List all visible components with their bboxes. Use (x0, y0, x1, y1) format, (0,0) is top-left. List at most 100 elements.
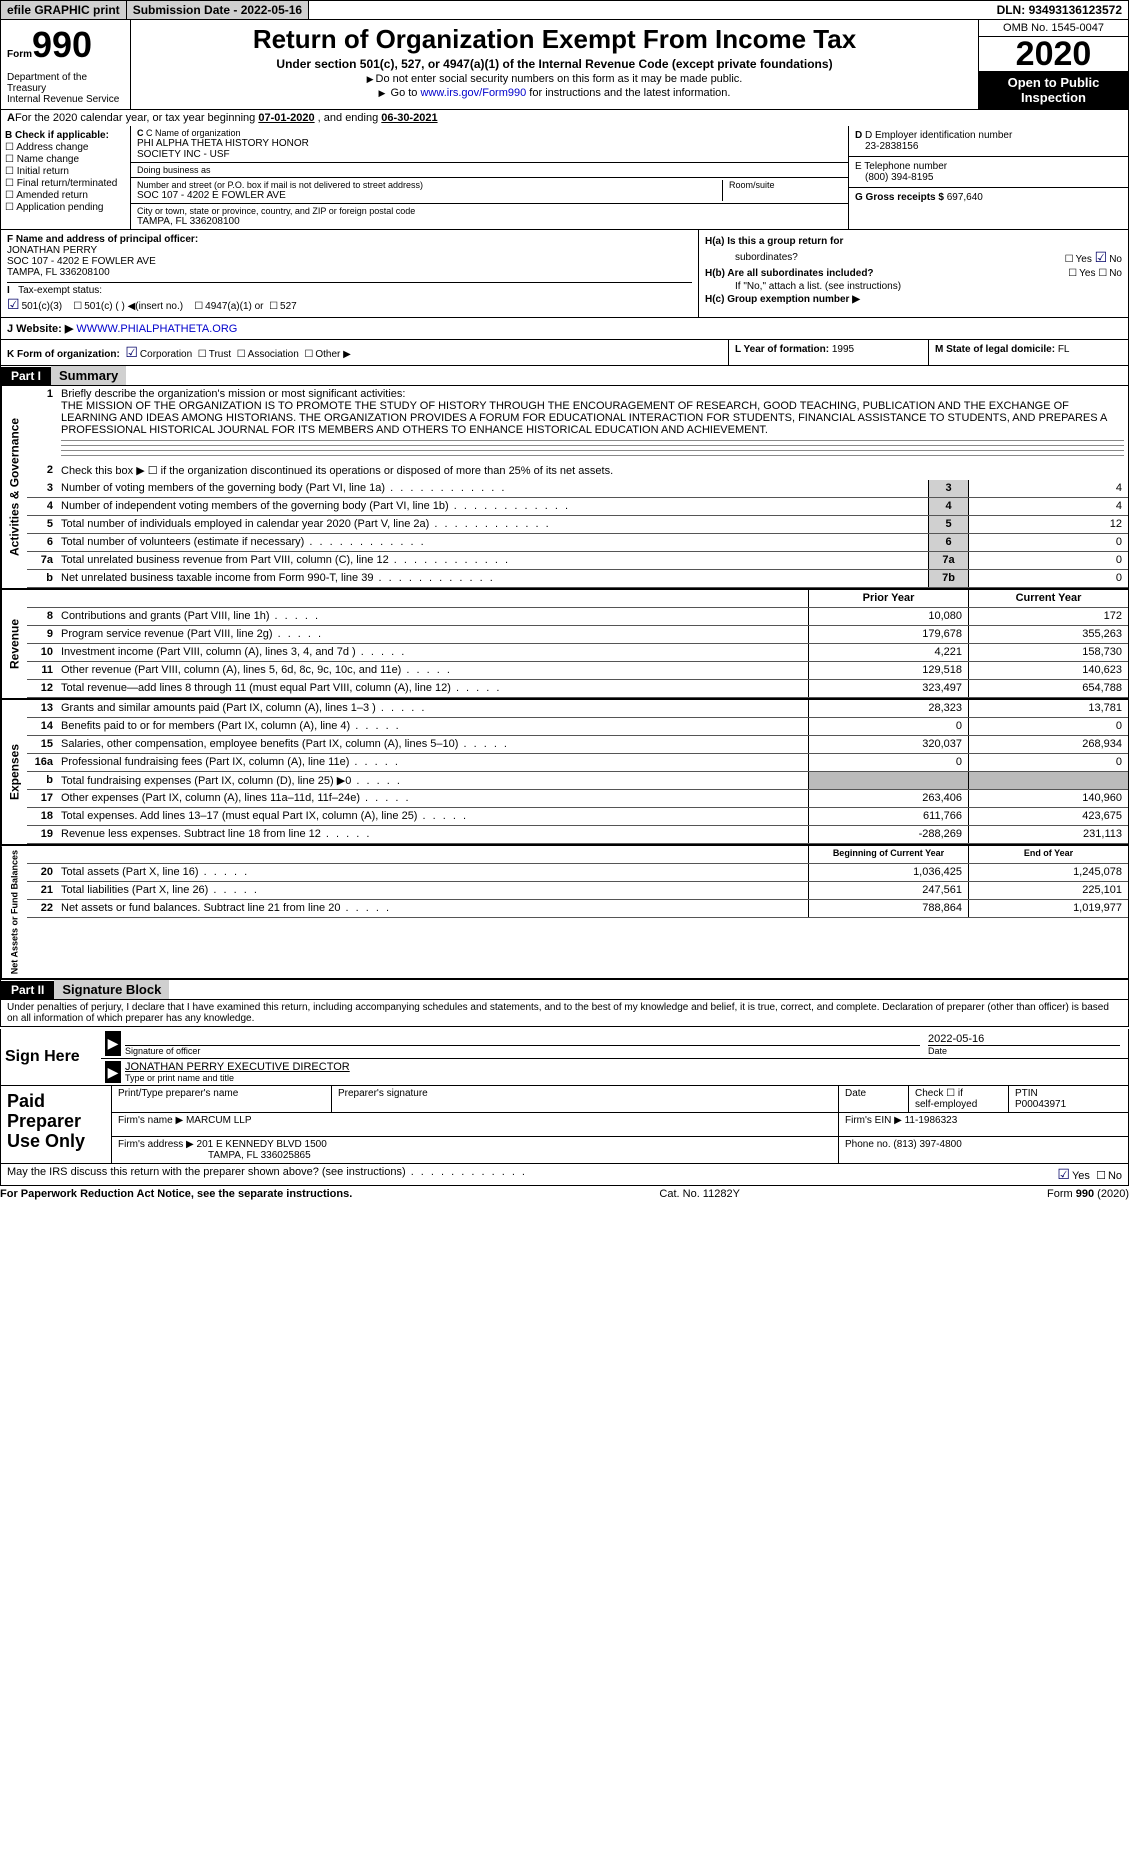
table-row: 7a Total unrelated business revenue from… (27, 552, 1128, 570)
submission-date: Submission Date - 2022-05-16 (127, 1, 309, 19)
officer-name-title: JONATHAN PERRY EXECUTIVE DIRECTOR (125, 1061, 1120, 1073)
table-row: 15 Salaries, other compensation, employe… (27, 736, 1128, 754)
sign-arrow-icon: ▶ (105, 1061, 121, 1083)
chk-501c[interactable]: 501(c) ( ) ◀(insert no.) (73, 301, 183, 312)
firm-phone: (813) 397-4800 (893, 1139, 961, 1150)
revenue-section: Revenue Prior Year Current Year 8 Contri… (0, 588, 1129, 698)
table-row: 16a Professional fundraising fees (Part … (27, 754, 1128, 772)
chk-trust[interactable]: Trust (198, 349, 231, 360)
footer: For Paperwork Reduction Act Notice, see … (0, 1186, 1129, 1202)
firm-name: MARCUM LLP (186, 1115, 252, 1126)
table-row: 19 Revenue less expenses. Subtract line … (27, 826, 1128, 844)
table-row: 13 Grants and similar amounts paid (Part… (27, 700, 1128, 718)
table-row: 5 Total number of individuals employed i… (27, 516, 1128, 534)
row-i-label: I Tax-exempt status: (7, 285, 102, 296)
dept-label: Department of the Treasury Internal Reve… (7, 72, 124, 105)
paid-preparer-block: Paid Preparer Use Only Print/Type prepar… (0, 1086, 1129, 1164)
street: SOC 107 - 4202 E FOWLER AVE (137, 190, 722, 201)
phone: (800) 394-8195 (855, 172, 933, 183)
form-header: Form990 Department of the Treasury Inter… (0, 20, 1129, 110)
line-a-tax-year: AFor the 2020 calendar year, or tax year… (0, 110, 1129, 126)
sign-arrow-icon: ▶ (105, 1031, 121, 1056)
header-bar: efile GRAPHIC print Submission Date - 20… (0, 0, 1129, 20)
discuss-yes[interactable]: Yes (1057, 1170, 1090, 1182)
table-row: 9 Program service revenue (Part VIII, li… (27, 626, 1128, 644)
website-link[interactable]: WWWW.PHIALPHATHETA.ORG (76, 323, 237, 335)
table-row: 10 Investment income (Part VIII, column … (27, 644, 1128, 662)
officer-name: JONATHAN PERRY (7, 245, 97, 256)
activities-governance-section: Activities & Governance 1 Briefly descri… (0, 386, 1129, 588)
form-title-box: Return of Organization Exempt From Incom… (131, 20, 978, 109)
table-row: 6 Total number of volunteers (estimate i… (27, 534, 1128, 552)
table-row: 4 Number of independent voting members o… (27, 498, 1128, 516)
year-box: OMB No. 1545-0047 2020 Open to Public In… (978, 20, 1128, 109)
hb-yes[interactable]: Yes (1068, 268, 1095, 279)
table-row: 21 Total liabilities (Part X, line 26) 2… (27, 882, 1128, 900)
table-row: 20 Total assets (Part X, line 16) 1,036,… (27, 864, 1128, 882)
sign-here-block: Sign Here ▶ Signature of officer 2022-05… (0, 1029, 1129, 1086)
col-de: D D Employer identification number 23-28… (848, 126, 1128, 229)
chk-name-change[interactable]: Name change (5, 154, 126, 165)
principal-officer: F Name and address of principal officer:… (1, 230, 698, 317)
table-row: 22 Net assets or fund balances. Subtract… (27, 900, 1128, 918)
col-c-org-info: C C Name of organization PHI ALPHA THETA… (131, 126, 848, 229)
declaration-text: Under penalties of perjury, I declare th… (0, 1000, 1129, 1027)
chk-4947[interactable]: 4947(a)(1) or (194, 301, 263, 312)
chk-corporation[interactable]: Corporation (125, 349, 192, 360)
chk-other[interactable]: Other ▶ (304, 349, 350, 360)
col-b-checkboxes: B Check if applicable: Address change Na… (1, 126, 131, 229)
goto-note: Go to www.irs.gov/Form990 for instructio… (139, 87, 970, 99)
ha-yes[interactable]: Yes (1065, 254, 1092, 265)
table-row: 18 Total expenses. Add lines 13–17 (must… (27, 808, 1128, 826)
ein: 23-2838156 (855, 141, 918, 152)
org-name-1: PHI ALPHA THETA HISTORY HONOR (137, 138, 842, 149)
chk-501c3[interactable]: 501(c)(3) (7, 301, 62, 312)
instructions-link[interactable]: www.irs.gov/Form990 (420, 87, 526, 99)
table-row: 11 Other revenue (Part VIII, column (A),… (27, 662, 1128, 680)
ha-no[interactable]: No (1095, 254, 1122, 265)
block-fh: F Name and address of principal officer:… (0, 230, 1129, 318)
org-name-2: SOCIETY INC - USF (137, 149, 842, 160)
dln: DLN: 93493136123572 (991, 1, 1128, 19)
firm-addr2: TAMPA, FL 336025865 (118, 1150, 311, 1161)
chk-amended-return[interactable]: Amended return (5, 190, 126, 201)
form-id-box: Form990 Department of the Treasury Inter… (1, 20, 131, 109)
part1-header: Part I Summary (0, 366, 1129, 386)
firm-ein: 11-1986323 (905, 1115, 958, 1126)
group-return: H(a) Is this a group return for subordin… (698, 230, 1128, 317)
form-subtitle: Under section 501(c), 527, or 4947(a)(1)… (139, 57, 970, 71)
table-row: 8 Contributions and grants (Part VIII, l… (27, 608, 1128, 626)
website-row: J Website: ▶ WWWW.PHIALPHATHETA.ORG (0, 318, 1129, 340)
chk-application-pending[interactable]: Application pending (5, 202, 126, 213)
gross-receipts: 697,640 (947, 192, 983, 203)
table-row: 14 Benefits paid to or for members (Part… (27, 718, 1128, 736)
chk-address-change[interactable]: Address change (5, 142, 126, 153)
table-row: 3 Number of voting members of the govern… (27, 480, 1128, 498)
tax-year: 2020 (979, 37, 1128, 71)
ssn-note: Do not enter social security numbers on … (139, 73, 970, 85)
mission-text: THE MISSION OF THE ORGANIZATION IS TO PR… (61, 400, 1107, 436)
year-formation: 1995 (832, 344, 854, 355)
chk-association[interactable]: Association (237, 349, 299, 360)
chk-initial-return[interactable]: Initial return (5, 166, 126, 177)
table-row: 12 Total revenue—add lines 8 through 11 … (27, 680, 1128, 698)
sig-date: 2022-05-16 (928, 1033, 1120, 1045)
state-domicile: FL (1058, 344, 1070, 355)
discuss-no[interactable]: No (1096, 1170, 1122, 1182)
room-suite: Room/suite (722, 180, 842, 201)
efile-label: efile GRAPHIC print (1, 1, 127, 19)
table-row: b Net unrelated business taxable income … (27, 570, 1128, 588)
city-state-zip: TAMPA, FL 336208100 (137, 216, 842, 227)
part2-header: Part II Signature Block (0, 980, 1129, 1000)
block-bcd: B Check if applicable: Address change Na… (0, 126, 1129, 230)
table-row: 17 Other expenses (Part IX, column (A), … (27, 790, 1128, 808)
firm-addr1: 201 E KENNEDY BLVD 1500 (197, 1139, 327, 1150)
row-klm: K Form of organization: Corporation Trus… (0, 340, 1129, 366)
ptin: P00043971 (1015, 1099, 1066, 1110)
chk-527[interactable]: 527 (269, 301, 297, 312)
open-to-public: Open to Public Inspection (979, 71, 1128, 109)
chk-final-return[interactable]: Final return/terminated (5, 178, 126, 189)
hb-no[interactable]: No (1098, 268, 1122, 279)
form-title: Return of Organization Exempt From Incom… (139, 24, 970, 55)
discuss-row: May the IRS discuss this return with the… (0, 1164, 1129, 1186)
